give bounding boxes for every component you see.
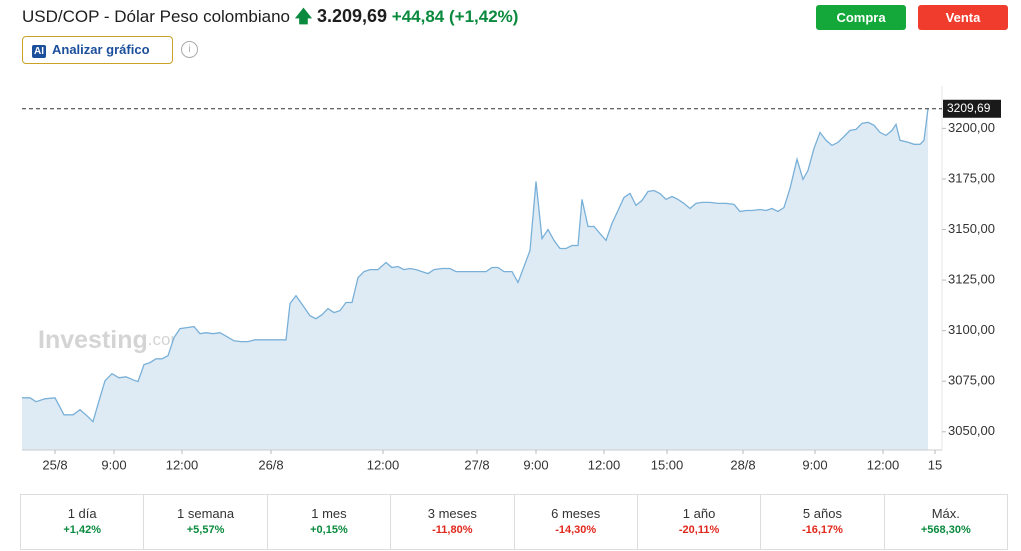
watermark: Investing.com <box>38 326 185 354</box>
performance-table: 1 día +1,42% 1 semana +5,57% 1 mes +0,15% 3 me… <box>20 494 1008 550</box>
price-change: +44,84 <box>391 7 445 26</box>
analyze-button[interactable]: AI Analizar gráfico <box>22 36 173 64</box>
area <box>22 108 928 451</box>
buy-button[interactable]: Compra <box>816 5 906 30</box>
period-label: 1 semana <box>177 506 235 521</box>
period-change: -20,11% <box>678 524 720 536</box>
performance-cell[interactable]: 6 meses -14,30% <box>515 495 638 549</box>
performance-cell[interactable]: Máx. +568,30% <box>885 495 1007 549</box>
period-label: Máx. <box>931 506 960 521</box>
price: 3.209,69 <box>316 6 388 26</box>
period-label: 6 meses <box>551 506 601 521</box>
ai-icon: AI <box>32 45 46 58</box>
info-icon[interactable]: i <box>181 41 198 58</box>
x-tick-label: 12:00 <box>588 457 621 472</box>
performance-cell[interactable]: 3 meses -11,80% <box>391 495 515 549</box>
x-tick-label: 15 <box>928 457 942 472</box>
period-change: -14,30% <box>555 524 597 536</box>
x-tick-label: 27/8 <box>464 457 489 472</box>
x-tick-label: 25/8 <box>42 457 67 472</box>
price-tag <box>943 99 1001 118</box>
y-tick-label: 3150,00 <box>948 221 995 236</box>
y-tick-label: 3100,00 <box>948 322 995 337</box>
x-tick-label: 9:00 <box>101 457 126 472</box>
performance-cell[interactable]: 1 año -20,11% <box>638 495 762 549</box>
price-change-pct: (+1,42%) <box>449 7 519 26</box>
y-tick-label: 3075,00 <box>948 373 995 388</box>
y-tick-label: 3175,00 <box>948 170 995 185</box>
period-change: +568,30% <box>920 524 971 536</box>
period-label: 5 años <box>802 506 842 521</box>
performance-cell[interactable]: 1 día +1,42% <box>21 495 145 549</box>
y-tick-label: 3200,00 <box>948 120 995 135</box>
x-tick-label: 26/8 <box>258 457 283 472</box>
x-tick-label: 12:00 <box>166 457 199 472</box>
up-arrow: 🡅 <box>294 7 313 26</box>
period-change: -16,17% <box>801 524 843 536</box>
instrument-header: USD/COP - Dólar Peso colombiano 🡅 3.209,… <box>22 4 518 33</box>
price-tag-label: 3209,69 <box>947 101 991 115</box>
period-label: 3 meses <box>427 506 477 521</box>
chart: Investing.com 3050,00 3075,00 3100,00 3125,0… <box>22 86 1001 472</box>
instrument-title: USD/COP - Dólar Peso colombiano <box>22 7 291 26</box>
period-change: +0,15% <box>310 524 348 536</box>
period-change: -11,80% <box>432 524 473 536</box>
performance-cell[interactable]: 5 años -16,17% <box>761 495 885 549</box>
x-tick-label: 9:00 <box>802 457 827 472</box>
performance-cell[interactable]: 1 mes +0,15% <box>268 495 392 549</box>
analyze-label: Analizar gráfico <box>52 42 150 57</box>
x-tick-label: 12:00 <box>367 457 400 472</box>
x-tick-label: 12:00 <box>867 457 900 472</box>
watermark-part: Investing <box>38 326 148 354</box>
period-change: +5,57% <box>186 524 225 536</box>
x-tick-label: 28/8 <box>730 457 755 472</box>
period-label: 1 día <box>67 506 97 521</box>
x-tick-label: 15:00 <box>651 457 684 472</box>
period-label: 1 año <box>682 506 716 521</box>
period-change: +1,42% <box>63 524 101 536</box>
line <box>22 108 929 423</box>
y-tick-label: 3125,00 <box>948 272 995 287</box>
sell-button[interactable]: Venta <box>918 5 1008 30</box>
performance-cell[interactable]: 1 semana +5,57% <box>144 495 268 549</box>
period-label: 1 mes <box>311 506 347 521</box>
x-tick-label: 9:00 <box>523 457 548 472</box>
y-tick-label: 3050,00 <box>948 423 995 438</box>
